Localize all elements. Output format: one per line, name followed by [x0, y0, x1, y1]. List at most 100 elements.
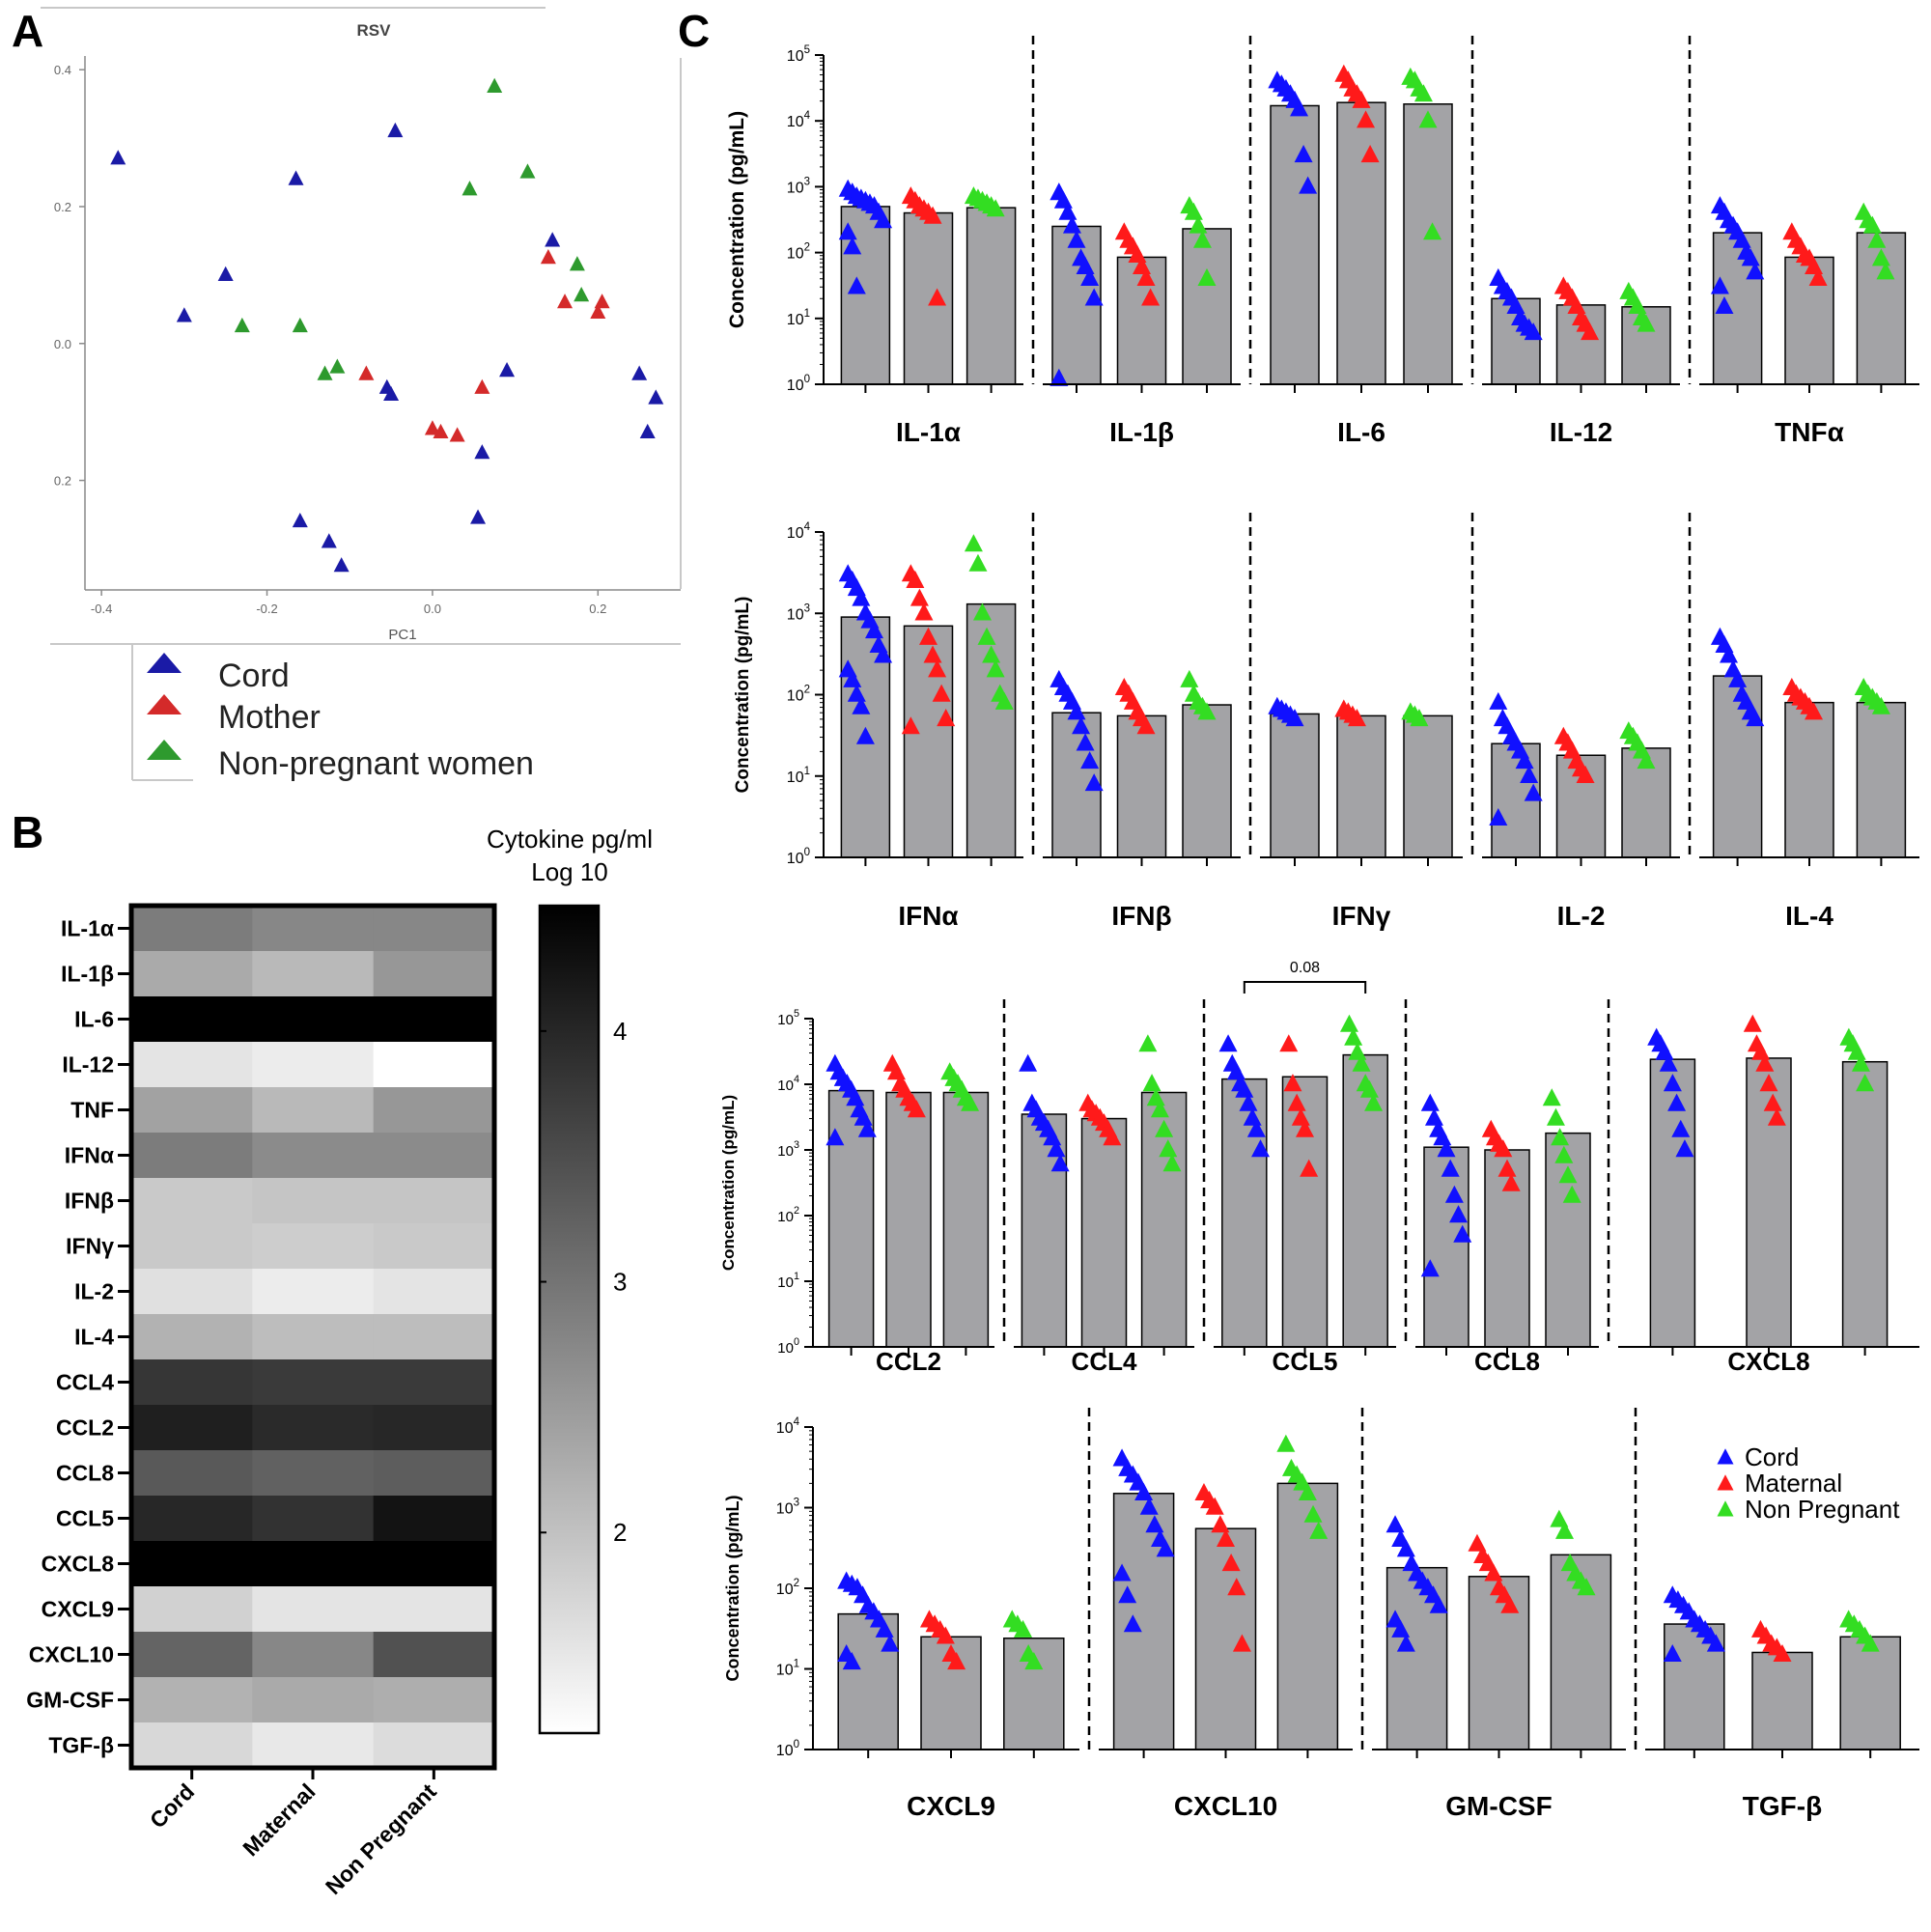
colorbar-tick-label: 3 [613, 1268, 627, 1297]
point-maternal [1501, 1173, 1521, 1191]
point-maternal [1287, 1093, 1306, 1111]
bar-cord [1112, 1493, 1175, 1750]
point-cord [1437, 1139, 1456, 1158]
y-tick-base: 10 [787, 525, 804, 542]
point-cord [874, 210, 893, 229]
group-label: CCL5 [1273, 1347, 1338, 1376]
point-cord [1049, 368, 1069, 386]
heatmap-cell [252, 996, 375, 1043]
point-nonpregnant [1554, 1521, 1574, 1539]
heatmap-cell [373, 996, 495, 1043]
heatmap-row-label: CCL5 [56, 1506, 114, 1531]
point-cord [1489, 807, 1508, 826]
y-tick-base: 10 [787, 48, 804, 65]
point-maternal [928, 659, 947, 678]
point-maternal [1232, 1634, 1251, 1652]
pca-point-cord [321, 533, 337, 548]
point-nonpregnant [1577, 1578, 1596, 1596]
point-cord [1667, 1093, 1687, 1111]
y-tick-exponent: 2 [804, 685, 810, 696]
point-maternal [1808, 267, 1828, 286]
point-cord [1453, 1224, 1472, 1243]
point-cord [826, 1128, 845, 1146]
point-nonpregnant [1352, 1053, 1371, 1072]
point-cord [1294, 145, 1313, 163]
heatmap-cell [131, 996, 253, 1043]
point-nonpregnant [1871, 248, 1890, 266]
point-nonpregnant [1562, 1185, 1581, 1203]
bar-maternal [1784, 701, 1834, 858]
y-axis-label: Concentration (pg/mL) [726, 111, 748, 328]
legend-nonpregnant-marker [147, 740, 182, 760]
pca-y-tick-label: 0.4 [54, 63, 71, 77]
heatmap-cell [252, 1677, 375, 1723]
heatmap-cell [373, 1359, 495, 1406]
pca-point-cord [110, 150, 126, 165]
heatmap-row-label: IL-1α [61, 916, 114, 941]
pca-point-cord [639, 423, 656, 439]
group-label: IL-4 [1785, 901, 1833, 931]
y-tick-exponent: 4 [794, 1416, 800, 1428]
point-nonpregnant [1138, 1034, 1158, 1052]
point-cord [1118, 1585, 1137, 1604]
group-label: IL-2 [1557, 901, 1606, 931]
point-nonpregnant [1413, 84, 1433, 102]
heatmap-row-label: CCL8 [56, 1461, 114, 1486]
y-tick-label: 104 [777, 1074, 799, 1094]
legend-cord-marker [147, 653, 182, 673]
heatmap-cell [252, 951, 375, 997]
heatmap-row-labels: IL-1α IL-1β IL-6 IL-12 TNF IFNα IFNβ IFNγ IL-2 IL… [26, 916, 131, 1758]
legend-mother-label: Mother [218, 699, 321, 736]
point-maternal [1500, 1595, 1520, 1613]
point-cord [1019, 1053, 1038, 1072]
y-tick-base: 10 [787, 606, 804, 623]
heatmap-row-label: TGF-β [48, 1733, 114, 1758]
group-label: IL-1α [896, 417, 961, 447]
point-maternal [1581, 322, 1600, 341]
point-nonpregnant [1364, 1093, 1384, 1111]
heatmap-cell [373, 1722, 495, 1769]
legend-label-nonpregnant: Non Pregnant [1745, 1495, 1900, 1524]
point-nonpregnant [1024, 1652, 1044, 1670]
pca-legend: Cord Mother Non-pregnant women [131, 644, 534, 782]
heatmap-cell [252, 1314, 375, 1360]
group-label: CCL8 [1474, 1347, 1540, 1376]
bar-nonpregnant [1276, 1482, 1339, 1750]
heatmap-cell [131, 1496, 253, 1542]
bar-maternal [903, 625, 954, 858]
legend-label-cord: Cord [1745, 1442, 1799, 1471]
bar-nonpregnant [1182, 228, 1232, 385]
point-cord [1515, 751, 1534, 770]
point-maternal [1300, 1159, 1319, 1177]
point-cord [843, 237, 862, 255]
y-tick-exponent: 3 [794, 1498, 799, 1509]
y-tick-label: 104 [787, 521, 811, 542]
point-cord [1072, 716, 1091, 735]
point-cord [864, 621, 883, 639]
heatmap-cell [373, 1541, 495, 1587]
point-maternal [1103, 1128, 1122, 1146]
point-nonpregnant [968, 553, 988, 572]
point-nonpregnant [1550, 1509, 1569, 1527]
point-maternal [1136, 267, 1156, 286]
point-maternal [1347, 709, 1366, 727]
y-tick-label: 102 [776, 1578, 799, 1598]
point-cord [1134, 1482, 1154, 1501]
y-tick-label: 104 [787, 110, 811, 130]
pca-title: RSV [357, 21, 392, 40]
point-cord [1385, 1515, 1405, 1533]
heatmap-cell [131, 1586, 253, 1633]
colorbar-tick-label: 2 [613, 1518, 627, 1547]
point-cord [1050, 1154, 1070, 1172]
point-cord [1084, 288, 1104, 306]
point-maternal [1205, 1497, 1224, 1515]
point-nonpregnant [964, 534, 983, 552]
point-nonpregnant [1155, 1119, 1174, 1137]
point-maternal [1759, 1074, 1778, 1092]
y-tick-label: 103 [776, 1498, 799, 1518]
bar-maternal [1784, 256, 1834, 385]
y-tick-base: 10 [777, 1012, 794, 1028]
pca-point-cord [288, 170, 304, 185]
pca-point-mother [424, 420, 440, 435]
heatmap-row-label: TNF [70, 1098, 114, 1123]
